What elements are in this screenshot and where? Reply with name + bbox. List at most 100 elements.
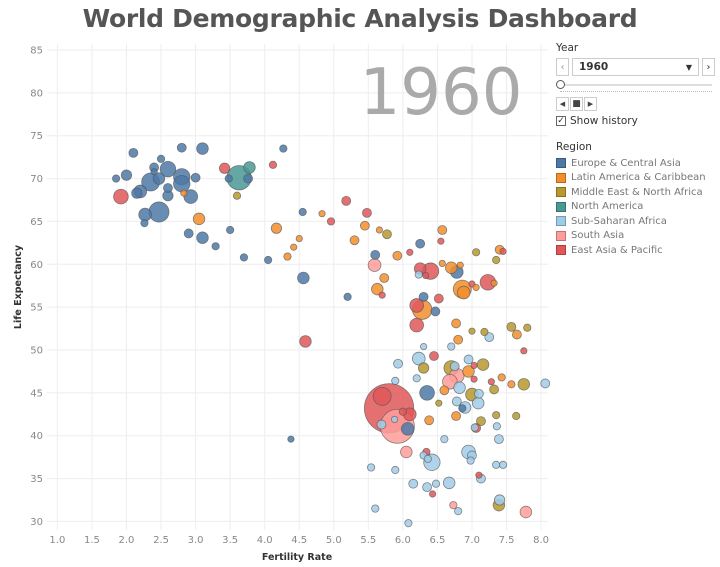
bubble-east-asia-pacific[interactable] (299, 335, 312, 348)
bubble-sub-saharan-africa[interactable] (393, 358, 403, 369)
bubble-europe-central-asia[interactable] (264, 255, 273, 265)
bubble-europe-central-asia[interactable] (297, 271, 310, 285)
bubble-latin-america-caribbean[interactable] (438, 259, 446, 268)
bubble-middle-east-north-africa[interactable] (382, 229, 392, 240)
bubble-latin-america-caribbean[interactable] (453, 334, 464, 345)
bubble-europe-central-asia[interactable] (298, 207, 307, 217)
bubble-latin-america-caribbean[interactable] (371, 282, 384, 296)
bubble-east-asia-pacific[interactable] (362, 207, 372, 218)
bubble-sub-saharan-africa[interactable] (494, 494, 506, 506)
bubble-north-america[interactable] (243, 161, 256, 174)
bubble-europe-central-asia[interactable] (211, 242, 220, 251)
bubble-east-asia-pacific[interactable] (470, 375, 478, 383)
bubble-middle-east-north-africa[interactable] (506, 321, 517, 332)
bubble-latin-america-caribbean[interactable] (192, 212, 206, 226)
bubble-europe-central-asia[interactable] (243, 173, 253, 184)
bubble-south-asia[interactable] (367, 258, 382, 272)
bubble-europe-central-asia[interactable] (419, 385, 435, 401)
bubble-europe-central-asia[interactable] (131, 187, 143, 199)
bubble-east-asia-pacific[interactable] (520, 347, 528, 355)
bubble-europe-central-asia[interactable] (128, 147, 139, 158)
bubble-east-asia-pacific[interactable] (113, 188, 129, 205)
bubble-east-asia-pacific[interactable] (487, 378, 495, 386)
bubble-sub-saharan-africa[interactable] (412, 374, 421, 383)
bubble-latin-america-caribbean[interactable] (283, 252, 292, 261)
bubble-latin-america-caribbean[interactable] (507, 380, 516, 389)
bubble-east-asia-pacific[interactable] (218, 162, 231, 174)
bubble-sub-saharan-africa[interactable] (473, 388, 484, 399)
bubble-latin-america-caribbean[interactable] (424, 415, 435, 426)
bubble-europe-central-asia[interactable] (173, 175, 191, 193)
year-dropdown[interactable]: 1960 ▼ (572, 58, 699, 76)
bubble-latin-america-caribbean[interactable] (437, 225, 448, 235)
bubble-europe-central-asia[interactable] (370, 249, 381, 260)
bubble-middle-east-north-africa[interactable] (512, 411, 521, 421)
bubble-latin-america-caribbean[interactable] (490, 279, 498, 287)
bubble-latin-america-caribbean[interactable] (497, 373, 506, 382)
bubble-sub-saharan-africa[interactable] (540, 378, 551, 389)
legend-item[interactable]: Europe & Central Asia (556, 156, 716, 171)
bubble-latin-america-caribbean[interactable] (349, 235, 360, 246)
bubble-sub-saharan-africa[interactable] (391, 376, 400, 385)
bubble-middle-east-north-africa[interactable] (476, 358, 490, 371)
year-slider[interactable] (556, 78, 716, 92)
bubble-europe-central-asia[interactable] (138, 207, 152, 222)
bubble-europe-central-asia[interactable] (156, 154, 166, 163)
bubble-sub-saharan-africa[interactable] (423, 454, 432, 463)
bubble-europe-central-asia[interactable] (112, 174, 121, 183)
bubble-middle-east-north-africa[interactable] (435, 399, 443, 407)
stop-button[interactable]: ■ (570, 97, 583, 111)
bubble-latin-america-caribbean[interactable] (290, 243, 298, 251)
bubble-middle-east-north-africa[interactable] (468, 327, 476, 335)
bubble-middle-east-north-africa[interactable] (517, 378, 531, 391)
legend-item[interactable]: Middle East & North Africa (556, 185, 716, 200)
bubble-east-asia-pacific[interactable] (470, 361, 478, 370)
legend-item[interactable]: South Asia (556, 229, 716, 244)
bubble-europe-central-asia[interactable] (152, 172, 166, 185)
bubble-sub-saharan-africa[interactable] (431, 479, 441, 488)
next-year-button[interactable]: › (702, 58, 715, 76)
bubble-east-asia-pacific[interactable] (409, 298, 424, 313)
bubble-europe-central-asia[interactable] (163, 183, 173, 193)
legend-item[interactable]: Latin America & Caribbean (556, 171, 716, 186)
bubble-east-asia-pacific[interactable] (326, 217, 336, 226)
bubble-east-asia-pacific[interactable] (429, 490, 437, 498)
bubble-latin-america-caribbean[interactable] (512, 329, 522, 340)
bubble-east-asia-pacific[interactable] (378, 291, 386, 299)
bubble-latin-america-caribbean[interactable] (445, 261, 458, 274)
bubble-sub-saharan-africa[interactable] (463, 354, 474, 365)
play-backward-button[interactable]: ◀ (556, 97, 569, 111)
bubble-sub-saharan-africa[interactable] (412, 351, 426, 366)
bubble-sub-saharan-africa[interactable] (391, 415, 399, 424)
bubble-sub-saharan-africa[interactable] (422, 482, 432, 493)
bubble-europe-central-asia[interactable] (196, 231, 209, 244)
bubble-europe-central-asia[interactable] (279, 144, 288, 153)
bubble-latin-america-caribbean[interactable] (439, 385, 450, 396)
bubble-middle-east-north-africa[interactable] (232, 191, 242, 200)
bubble-sub-saharan-africa[interactable] (471, 396, 485, 410)
bubble-middle-east-north-africa[interactable] (418, 362, 430, 374)
bubble-east-asia-pacific[interactable] (406, 248, 414, 256)
bubble-middle-east-north-africa[interactable] (523, 323, 532, 332)
bubble-europe-central-asia[interactable] (400, 422, 415, 436)
bubble-sub-saharan-africa[interactable] (447, 342, 456, 351)
bubble-sub-saharan-africa[interactable] (414, 270, 423, 279)
bubble-europe-central-asia[interactable] (140, 219, 149, 228)
bubble-sub-saharan-africa[interactable] (470, 423, 479, 432)
bubble-latin-america-caribbean[interactable] (456, 285, 471, 300)
bubble-sub-saharan-africa[interactable] (492, 460, 501, 469)
bubble-latin-america-caribbean[interactable] (462, 365, 475, 378)
bubble-europe-central-asia[interactable] (224, 174, 233, 183)
bubble-sub-saharan-africa[interactable] (440, 435, 449, 444)
legend-item[interactable]: East Asia & Pacific (556, 243, 716, 258)
bubble-sub-saharan-africa[interactable] (454, 507, 463, 516)
bubble-europe-central-asia[interactable] (418, 291, 429, 302)
legend-item[interactable]: Sub-Saharan Africa (556, 214, 716, 229)
bubble-east-asia-pacific[interactable] (409, 317, 424, 333)
bubble-sub-saharan-africa[interactable] (391, 465, 400, 475)
bubble-south-asia[interactable] (400, 445, 413, 459)
bubble-east-asia-pacific[interactable] (341, 195, 352, 206)
bubble-europe-central-asia[interactable] (120, 169, 133, 181)
bubble-east-asia-pacific[interactable] (398, 407, 407, 416)
bubble-sub-saharan-africa[interactable] (404, 519, 413, 528)
